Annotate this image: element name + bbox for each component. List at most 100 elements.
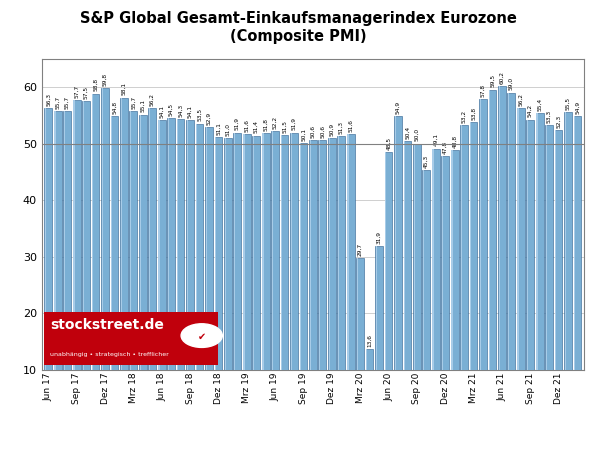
Bar [159, 120, 160, 370]
Bar [262, 133, 269, 370]
Bar [573, 116, 581, 370]
Text: 55,7: 55,7 [55, 96, 60, 109]
Bar [507, 92, 515, 370]
Bar [64, 111, 65, 370]
Bar [508, 92, 509, 370]
Bar [555, 130, 563, 370]
Bar [196, 124, 197, 370]
Bar [347, 134, 349, 370]
Bar [45, 108, 46, 370]
Text: unabhängig • strategisch • trefflicher: unabhängig • strategisch • trefflicher [50, 352, 169, 357]
Bar [432, 148, 440, 370]
Text: 53,2: 53,2 [461, 110, 467, 123]
Text: 29,7: 29,7 [358, 243, 362, 256]
Bar [498, 86, 506, 370]
Text: 50,4: 50,4 [405, 126, 410, 139]
Text: 51,4: 51,4 [254, 120, 259, 133]
Text: 57,7: 57,7 [74, 84, 79, 98]
Text: 52,3: 52,3 [556, 115, 561, 128]
Bar [385, 152, 386, 370]
Bar [139, 115, 147, 370]
Bar [111, 116, 112, 370]
Text: 48,8: 48,8 [452, 135, 457, 148]
Bar [395, 116, 396, 370]
Bar [224, 138, 232, 370]
Bar [45, 108, 52, 370]
Bar [139, 115, 141, 370]
Text: 55,7: 55,7 [131, 96, 136, 109]
Bar [338, 136, 339, 370]
Bar [167, 118, 175, 370]
Bar [337, 136, 345, 370]
Text: 53,8: 53,8 [471, 106, 476, 120]
Text: 50,0: 50,0 [414, 128, 420, 141]
Bar [120, 98, 122, 370]
Bar [423, 170, 430, 370]
Bar [555, 130, 557, 370]
Text: 55,1: 55,1 [140, 99, 145, 112]
FancyBboxPatch shape [45, 312, 218, 365]
Text: 51,6: 51,6 [348, 120, 353, 132]
Bar [73, 100, 74, 370]
Bar [375, 246, 377, 370]
Text: 56,2: 56,2 [150, 93, 155, 106]
Bar [565, 112, 566, 370]
Bar [564, 112, 572, 370]
Bar [129, 111, 137, 370]
Bar [328, 138, 330, 370]
Bar [442, 156, 443, 370]
Bar [149, 108, 150, 370]
Bar [357, 258, 358, 370]
Bar [394, 116, 402, 370]
Text: 53,5: 53,5 [197, 108, 202, 121]
Bar [243, 134, 251, 370]
Bar [205, 127, 213, 370]
Bar [366, 350, 374, 370]
Bar [451, 150, 452, 370]
Bar [480, 99, 481, 370]
Bar [102, 88, 103, 370]
Bar [92, 94, 100, 370]
Text: 54,9: 54,9 [575, 101, 580, 114]
Text: 54,2: 54,2 [527, 104, 533, 117]
Bar [187, 120, 188, 370]
Bar [291, 133, 292, 370]
Text: 49,1: 49,1 [433, 133, 438, 146]
Bar [413, 143, 421, 370]
Bar [423, 170, 424, 370]
Bar [158, 120, 166, 370]
Bar [489, 90, 496, 370]
Bar [347, 134, 355, 370]
Text: (Composite PMI): (Composite PMI) [229, 29, 367, 44]
Bar [130, 111, 131, 370]
Text: 56,3: 56,3 [46, 92, 51, 106]
Text: 57,5: 57,5 [83, 86, 89, 99]
Bar [92, 94, 94, 370]
Bar [546, 125, 547, 370]
Bar [517, 108, 519, 370]
Text: 54,3: 54,3 [178, 104, 183, 117]
Bar [243, 134, 244, 370]
Bar [309, 140, 311, 370]
Bar [215, 137, 222, 370]
Bar [186, 120, 194, 370]
Bar [83, 101, 84, 370]
Bar [433, 148, 434, 370]
Bar [489, 90, 491, 370]
Text: 54,5: 54,5 [169, 103, 173, 116]
Bar [328, 138, 336, 370]
Bar [300, 143, 308, 370]
Bar [54, 111, 55, 370]
Text: 51,8: 51,8 [263, 118, 268, 131]
Text: 53,3: 53,3 [547, 110, 552, 123]
Bar [367, 350, 368, 370]
Text: 50,6: 50,6 [311, 125, 315, 138]
Text: 51,9: 51,9 [235, 118, 240, 130]
Bar [225, 138, 226, 370]
Bar [356, 258, 364, 370]
Bar [470, 122, 471, 370]
Text: 51,3: 51,3 [339, 121, 344, 134]
Text: stockstreet.de: stockstreet.de [50, 318, 164, 332]
Bar [82, 101, 90, 370]
Bar [195, 124, 203, 370]
